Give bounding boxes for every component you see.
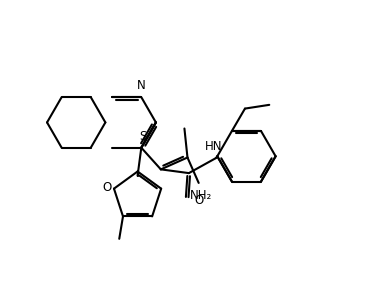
Text: S: S bbox=[140, 130, 147, 143]
Text: O: O bbox=[194, 194, 204, 206]
Text: N: N bbox=[137, 79, 146, 92]
Text: NH₂: NH₂ bbox=[189, 188, 212, 202]
Text: O: O bbox=[103, 181, 112, 194]
Text: HN: HN bbox=[205, 140, 223, 152]
